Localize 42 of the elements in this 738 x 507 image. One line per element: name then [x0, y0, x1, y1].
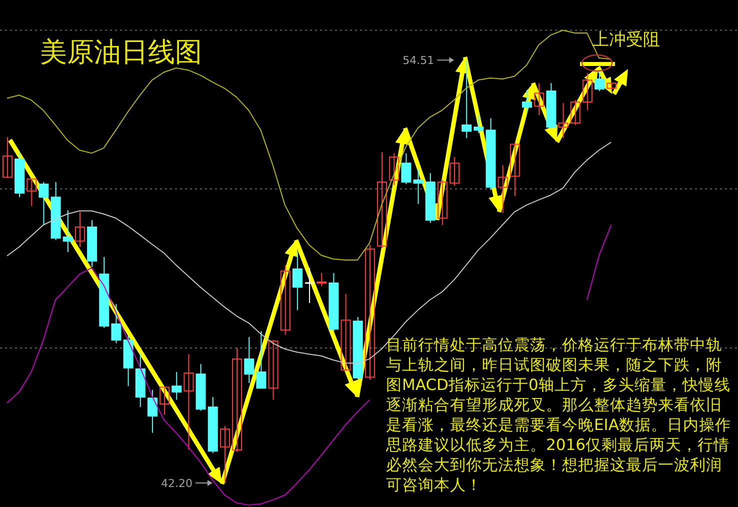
candlestick — [244, 336, 254, 384]
annotation: 目前行情处于高位震荡，价格运行于布林带中轨与上轨之间，昨日试图破图未果，随之下跌，附图MACD指标运行于0轴上方，多头缩量，快慢线逐渐粘合有望形成死叉。那么整体趋势来看依旧是看涨，最终还是需要看今晚EIA数据。日内操作思路建议以低多为主。2016仅剩最后两天，行情必然会大到你无法想象！想把握这最后一波利润可咨询本人！ — [386, 335, 732, 495]
annotation: 54.51 — [402, 54, 434, 68]
candlestick — [172, 372, 182, 400]
candlestick — [316, 272, 327, 287]
candlestick — [510, 142, 520, 197]
annotation: 上冲受阻 — [592, 29, 660, 51]
text: 美原油日线图 — [40, 36, 202, 70]
candlestick — [340, 294, 351, 370]
candlestick — [377, 152, 388, 249]
candlestick — [450, 156, 460, 186]
candlestick — [594, 70, 605, 92]
candlestick — [522, 89, 532, 114]
candlestick — [292, 252, 302, 311]
candlestick — [401, 152, 412, 185]
candlestick — [474, 114, 484, 134]
candlestick — [413, 168, 424, 205]
candlestick — [74, 211, 85, 248]
candlestick — [147, 389, 158, 434]
candlestick — [111, 303, 122, 344]
candlestick — [462, 60, 472, 139]
candlestick — [220, 425, 230, 484]
candlestick — [534, 82, 544, 116]
candlestick — [160, 386, 170, 416]
candlestick — [570, 99, 580, 126]
candlestick — [389, 152, 400, 186]
candlestick — [437, 179, 448, 226]
candlestick — [62, 210, 73, 253]
candlestick — [304, 267, 315, 304]
candlestick — [364, 244, 375, 380]
candlestick — [2, 136, 12, 178]
candlestick — [38, 182, 49, 226]
candlestick — [558, 102, 568, 139]
candlestick — [184, 354, 194, 450]
candlestick — [268, 340, 278, 400]
candlestick — [232, 347, 242, 453]
candlestick — [256, 330, 266, 389]
candlestick — [498, 164, 508, 214]
candlestick — [26, 178, 37, 207]
candlestick — [582, 72, 592, 111]
annotation: 42.20 — [160, 476, 192, 490]
candlestick — [280, 264, 290, 336]
